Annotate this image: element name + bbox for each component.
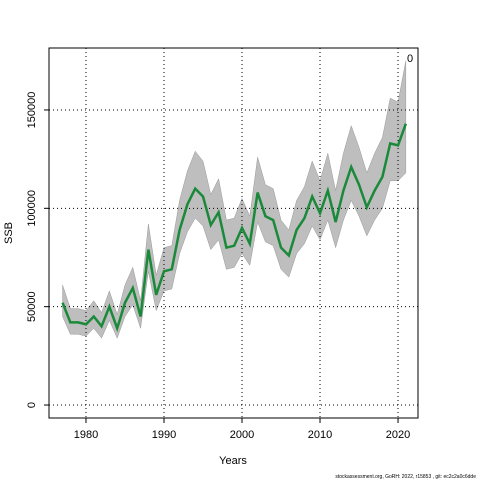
- confidence-band: [62, 60, 407, 339]
- x-tick-label: 1980: [74, 429, 98, 441]
- ssb-line: [61, 123, 408, 333]
- y-tick-label: 50000: [26, 291, 38, 322]
- plot-frame: [48, 47, 419, 419]
- x-tick-label: 2000: [230, 429, 254, 441]
- y-tick-label: 150000: [26, 92, 38, 129]
- y-tick-label: 0: [26, 402, 38, 408]
- footer: stockassessment.org, GoRH: 2022, r15853 …: [335, 474, 476, 480]
- x-tick-label: 2010: [308, 429, 332, 441]
- x-tick-label: 2020: [386, 429, 410, 441]
- y-tick-label: 100000: [26, 190, 38, 227]
- y-axis-label: SSB: [3, 222, 15, 244]
- x-axis-label: Years: [219, 455, 247, 467]
- annotation: 0: [407, 53, 413, 65]
- x-tick-label: 1990: [152, 429, 176, 441]
